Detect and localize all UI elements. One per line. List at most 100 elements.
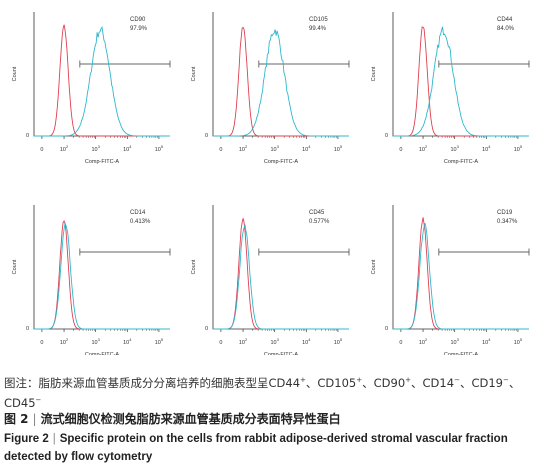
x-tick-label: 104 (302, 337, 311, 346)
marker-label: CD14 (130, 210, 146, 216)
x-axis-label: Comp-FITC-A (85, 159, 120, 165)
y-zero-label: 0 (205, 326, 208, 332)
marker-label: CD105 (309, 17, 328, 23)
figure-label-cn: 图 2 (4, 412, 29, 426)
x-tick-label: 102 (60, 144, 69, 153)
stained-histogram-line (393, 223, 529, 330)
x-tick-exponent: 5 (161, 337, 164, 342)
x-tick-label: 102 (419, 337, 428, 346)
x-tick-label: 104 (302, 144, 311, 153)
note-marker-sign: + (356, 376, 363, 384)
note-marker-sign: − (454, 376, 460, 384)
x-tick-label: 105 (334, 337, 343, 346)
note-marker-cd105: CD105 (317, 375, 357, 390)
x-tick-exponent: 4 (129, 337, 132, 342)
x-tick-label: 103 (270, 337, 279, 346)
x-tick-label: 103 (450, 337, 459, 346)
x-tick-exponent: 4 (488, 144, 491, 149)
x-tick-exponent: 2 (66, 337, 69, 342)
x-tick-label: 103 (270, 144, 279, 153)
x-tick-label: 104 (123, 144, 132, 153)
x-tick-exponent: 2 (245, 337, 248, 342)
note-marker-sign: + (405, 376, 412, 384)
y-axis-label: Count (12, 66, 18, 81)
control-histogram-line (393, 217, 529, 330)
x-tick-label: 102 (419, 144, 428, 153)
control-histogram-line (393, 26, 529, 137)
figure-note: 图注：脂肪来源血管基质成分分离培养的细胞表型呈CD44+、CD105+、CD90… (4, 372, 552, 412)
control-histogram-line (213, 218, 349, 330)
x-tick-label: 104 (123, 337, 132, 346)
x-tick-exponent: 4 (129, 144, 132, 149)
y-zero-label: 0 (26, 326, 29, 332)
x-tick-label: 103 (450, 144, 459, 153)
x-tick-exponent: 3 (277, 337, 280, 342)
x-axis-label: Comp-FITC-A (85, 352, 120, 355)
figure-title-text-en: Specific protein on the cells from rabbi… (4, 433, 508, 463)
x-tick-exponent: 3 (277, 144, 280, 149)
note-marker-cd14: CD14 (422, 375, 455, 390)
x-tick-label: 105 (514, 144, 523, 153)
histogram-panel-cd19: 0 102 103 104 105 Comp-FITC-A Count 0 CD19 0.347% (371, 205, 530, 355)
plot-axis (33, 12, 170, 137)
note-marker-list: CD44+、CD105+、CD90+、CD14−、CD19−、CD45− (4, 375, 521, 410)
x-tick-exponent: 3 (457, 337, 460, 342)
control-histogram-line (34, 24, 170, 137)
figure-title-en: Figure 2 | Specific protein on the cells f… (4, 430, 552, 466)
flow-cytometry-figure: 0 102 103 104 105 Comp-FITC-A Count 0 CD90 97.9% 0… (12, 12, 530, 355)
marker-label: CD19 (497, 210, 513, 216)
note-marker-cd45: CD45 (4, 395, 36, 410)
marker-percent: 0.577% (309, 219, 330, 225)
note-marker-cd19: CD19 (471, 375, 503, 390)
y-zero-label: 0 (385, 326, 388, 332)
x-tick-exponent: 4 (308, 337, 311, 342)
marker-percent: 0.413% (130, 219, 151, 225)
figure-title-cn: 图 2 | 流式细胞仪检测兔脂肪来源血管基质成分表面特异性蛋白 (4, 410, 552, 427)
y-axis-label: Count (12, 259, 18, 274)
x-tick-label: 105 (155, 144, 164, 153)
x-tick-exponent: 2 (425, 337, 428, 342)
x-tick-label: 104 (482, 144, 491, 153)
note-marker-sign: − (502, 376, 509, 384)
stained-histogram-line (34, 221, 170, 330)
note-marker-sign: − (35, 395, 42, 404)
marker-percent: 99.4% (309, 26, 327, 32)
marker-label: CD90 (130, 17, 146, 23)
y-axis-label: Count (191, 66, 197, 81)
x-axis-label: Comp-FITC-A (444, 352, 479, 355)
marker-label: CD44 (497, 17, 513, 23)
x-tick-label: 0 (40, 147, 43, 153)
histogram-panel-cd90: 0 102 103 104 105 Comp-FITC-A Count 0 CD90 97.9% (12, 12, 171, 165)
x-axis-label: Comp-FITC-A (264, 352, 299, 355)
y-zero-label: 0 (385, 133, 388, 139)
x-axis-label: Comp-FITC-A (264, 159, 299, 165)
x-tick-label: 104 (482, 337, 491, 346)
histogram-panel-cd45: 0 102 103 104 105 Comp-FITC-A Count 0 CD45 0.577% (191, 205, 350, 355)
plot-axis (212, 12, 349, 137)
figure-title-text-cn: 流式细胞仪检测兔脂肪来源血管基质成分表面特异性蛋白 (40, 412, 341, 426)
histogram-panel-cd105: 0 102 103 104 105 Comp-FITC-A Count 0 CD105 99.4% (191, 12, 350, 165)
x-tick-label: 0 (399, 340, 402, 346)
x-tick-label: 105 (155, 337, 164, 346)
x-tick-exponent: 5 (520, 337, 523, 342)
y-zero-label: 0 (205, 133, 208, 139)
x-tick-exponent: 3 (98, 144, 101, 149)
x-tick-label: 102 (60, 337, 69, 346)
histogram-panel-cd44: 0 102 103 104 105 Comp-FITC-A Count 0 CD44 84.0% (371, 12, 530, 165)
x-tick-label: 103 (91, 144, 100, 153)
stained-histogram-line (213, 29, 349, 137)
marker-label: CD45 (309, 210, 325, 216)
stained-histogram-line (213, 224, 349, 330)
marker-percent: 97.9% (130, 26, 148, 32)
x-tick-exponent: 4 (308, 144, 311, 149)
x-tick-exponent: 4 (488, 337, 491, 342)
note-marker-sign: + (300, 376, 306, 384)
stained-histogram-line (34, 26, 170, 137)
x-tick-exponent: 2 (66, 144, 69, 149)
x-tick-label: 105 (514, 337, 523, 346)
y-axis-label: Count (191, 259, 197, 274)
x-tick-label: 105 (334, 144, 343, 153)
note-prefix: 图注：脂肪来源血管基质成分分离培养的细胞表型呈 (4, 375, 269, 390)
note-marker-cd90: CD90 (373, 375, 406, 390)
x-tick-label: 0 (40, 340, 43, 346)
